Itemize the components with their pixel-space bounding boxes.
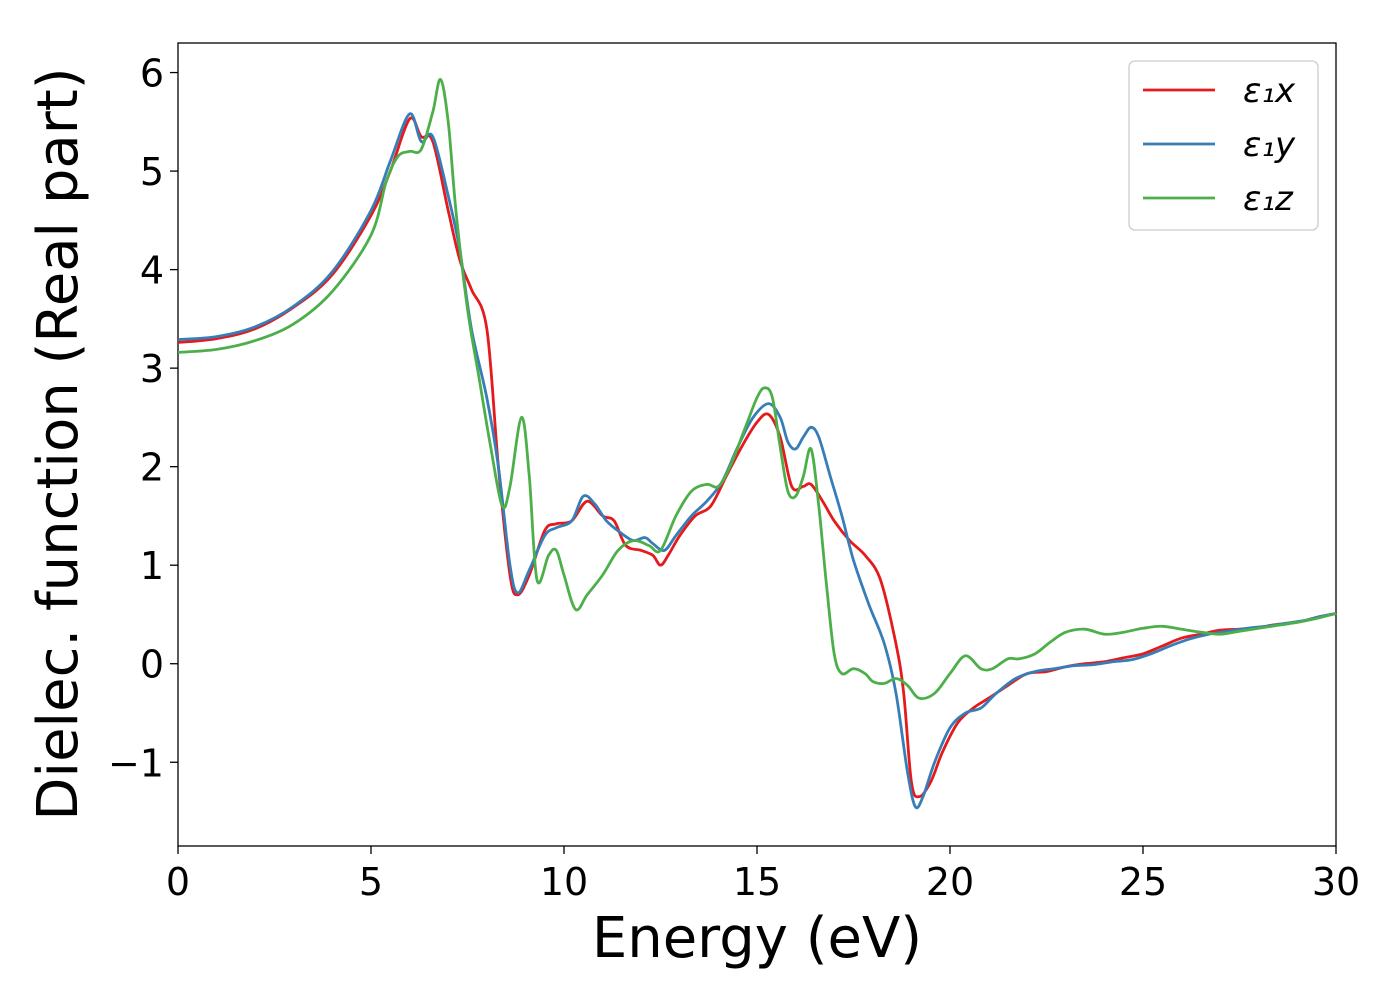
x-axis-ticks: 0 5 10 15 20 25 30 (166, 846, 1360, 904)
x-tick-label: 20 (926, 860, 974, 904)
legend-label-1: ε₁x (1243, 71, 1296, 111)
x-tick-label: 15 (733, 860, 781, 904)
y-tick-label: 2 (140, 446, 164, 490)
x-tick-label: 25 (1119, 860, 1167, 904)
legend: ε₁x ε₁y ε₁z (1128, 60, 1319, 231)
y-tick-label: −1 (108, 741, 164, 785)
legend-label-2: ε₁y (1243, 125, 1296, 165)
series-line-3 (177, 78, 1337, 700)
x-tick-label: 5 (359, 860, 383, 904)
y-tick-label: 6 (140, 52, 164, 96)
legend-box (1128, 60, 1319, 231)
series-layer (177, 78, 1337, 810)
y-tick-label: 3 (140, 347, 164, 391)
y-tick-label: 4 (140, 249, 164, 293)
x-tick-label: 10 (540, 860, 588, 904)
x-tick-label: 30 (1312, 860, 1360, 904)
y-tick-label: 0 (140, 643, 164, 687)
x-tick-label: 0 (166, 860, 190, 904)
y-axis-ticks: −1 0 1 2 3 4 5 6 (108, 52, 178, 785)
y-tick-label: 5 (140, 150, 164, 194)
y-tick-label: 1 (140, 544, 164, 588)
y-axis-label: Dielec. function (Real part) (26, 67, 91, 820)
x-axis-label: Energy (eV) (592, 906, 922, 971)
legend-label-3: ε₁z (1243, 179, 1294, 219)
